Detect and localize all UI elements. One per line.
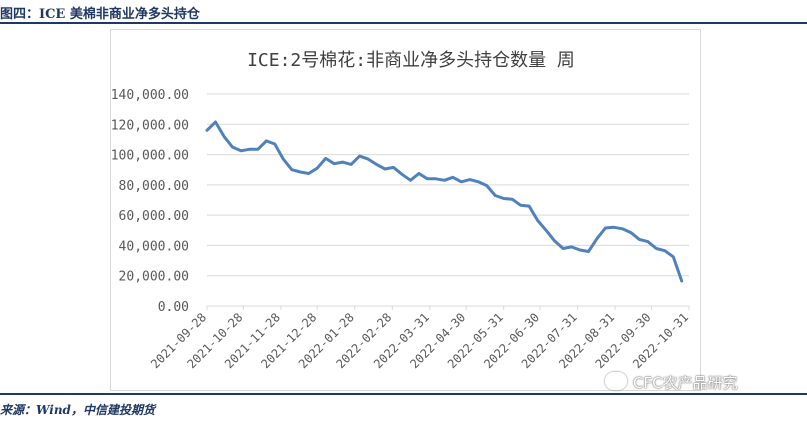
data-point [621,227,624,230]
data-point [485,184,488,187]
data-point [672,255,675,258]
data-point [401,173,404,176]
data-point [646,240,649,243]
watermark: CFC农产品研究 [605,372,738,393]
wechat-icon [605,372,627,390]
data-point [417,172,420,175]
data-point [248,148,251,151]
data-point [384,168,387,171]
y-tick-label: 60,000.00 [119,209,189,224]
y-tick-label: 20,000.00 [119,270,189,285]
data-point [282,158,285,161]
data-point [231,146,234,149]
data-point [426,177,429,180]
data-point [367,158,370,161]
source-note: 来源：Wind，中信建投期货 [0,403,155,417]
data-point [680,280,683,283]
data-point [511,198,514,201]
data-point [256,148,259,151]
data-point [214,121,217,124]
data-point [570,245,573,248]
data-point [392,166,395,169]
chart-frame: ICE:2号棉花:非商业净多头持仓数量 周 0.00 20,000.00 40,000… [110,29,701,391]
data-point [350,163,353,166]
data-point [655,247,658,250]
data-point [579,249,582,252]
data-point [502,197,505,200]
data-point [519,204,522,207]
data-point [663,249,666,252]
line-chart: ICE:2号棉花:非商业净多头持仓数量 周 0.00 20,000.00 40,000… [111,50,691,371]
data-point [629,231,632,234]
data-point [299,171,302,174]
data-point [265,139,268,142]
data-point [553,239,556,242]
data-point [333,162,336,165]
figure-title: 图四：ICE 美棉非商业净多头持仓 [0,7,200,22]
data-point [375,163,378,166]
y-tick-label: 0.00 [158,300,189,315]
data-point [494,194,497,197]
data-point [324,157,327,160]
data-point [596,237,599,240]
data-point [468,178,471,181]
data-point [443,179,446,182]
data-point [612,226,615,229]
data-point [477,180,480,183]
series-line [205,120,684,283]
data-point [206,129,209,132]
y-tick-label: 40,000.00 [119,239,189,254]
bottom-rule [0,393,807,395]
data-point [239,149,242,152]
data-point [316,167,319,170]
data-point [460,180,463,183]
data-point [562,247,565,250]
data-point [273,143,276,146]
data-point [451,176,454,179]
data-point [223,135,226,138]
y-tick-label: 100,000.00 [111,149,189,164]
data-point [587,250,590,253]
watermark-text: CFC农产品研究 [633,374,738,392]
top-rule [0,22,807,24]
data-point [307,172,310,175]
chart-title: ICE:2号棉花:非商业净多头持仓数量 周 [247,50,575,71]
data-point [434,177,437,180]
data-point [604,227,607,230]
data-point [638,238,641,241]
y-tick-label: 80,000.00 [119,179,189,194]
data-point [358,155,361,158]
data-point [528,205,531,208]
data-point [536,219,539,222]
data-point [290,168,293,171]
y-tick-label: 140,000.00 [111,88,189,103]
data-point [341,161,344,164]
data-point [409,179,412,182]
data-point [545,229,548,232]
y-tick-label: 120,000.00 [111,118,189,133]
